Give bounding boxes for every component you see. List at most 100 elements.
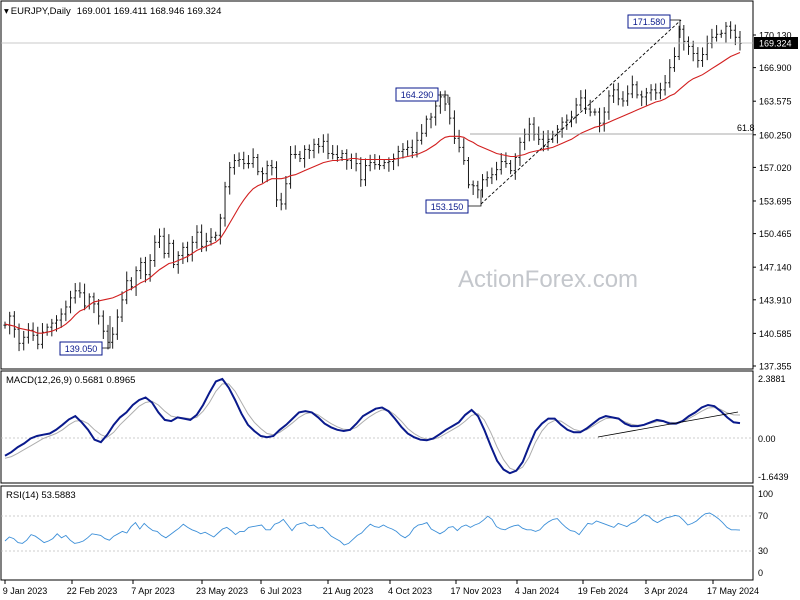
price-bar <box>457 129 461 153</box>
price-tick-label: 166.900 <box>759 63 792 73</box>
price-bar <box>214 231 218 241</box>
price-tick-label: 147.140 <box>759 263 792 273</box>
price-bar <box>78 282 82 298</box>
price-bar <box>471 180 475 195</box>
svg-text:-1.6439: -1.6439 <box>758 472 789 482</box>
price-bar <box>611 83 616 103</box>
price-bar <box>434 101 438 126</box>
time-tick-label: 4 Jan 2024 <box>515 586 560 596</box>
price-bar <box>654 83 658 100</box>
time-tick-label: 21 Aug 2023 <box>323 586 374 596</box>
price-bar <box>724 21 728 43</box>
price-tick-label: 140.585 <box>759 329 792 339</box>
price-bar <box>429 112 433 129</box>
chart-ohlc: 169.001 169.411 168.946 169.324 <box>77 6 222 17</box>
price-bar <box>626 85 630 106</box>
price-tick-label: 157.020 <box>759 163 792 173</box>
time-tick-label: 23 May 2023 <box>196 586 248 596</box>
current-price-tag: 169.324 <box>754 37 798 49</box>
price-bar <box>223 181 227 227</box>
price-bar <box>644 87 648 106</box>
price-bar <box>36 326 40 350</box>
price-tick-label: 163.575 <box>759 97 792 107</box>
chart-header-triangle: ▾ <box>4 6 9 17</box>
time-tick-label: 17 May 2024 <box>707 586 759 596</box>
price-bar <box>480 174 485 198</box>
price-bar <box>321 134 325 153</box>
price-bar <box>251 148 255 168</box>
price-bar <box>232 154 236 175</box>
macd-label: MACD(12,26,9) 0.5681 0.8965 <box>6 375 135 386</box>
price-bar <box>260 167 265 183</box>
price-bar <box>494 161 499 181</box>
price-tick-label: 160.250 <box>759 130 792 140</box>
price-bar <box>317 138 321 154</box>
rally-trendline <box>480 19 682 205</box>
price-bar <box>700 47 705 67</box>
price-bar <box>415 131 419 158</box>
macd-panel: MACD(12,26,9) 0.5681 0.8965 <box>0 370 754 484</box>
price-bar <box>691 40 695 62</box>
time-tick-label: 17 Nov 2023 <box>450 586 501 596</box>
price-bar <box>200 224 204 253</box>
price-bar <box>157 228 162 248</box>
svg-text:164.290: 164.290 <box>401 90 434 100</box>
price-bar <box>284 175 288 210</box>
price-bar <box>274 161 279 207</box>
price-bar <box>279 192 283 211</box>
price-bar <box>607 90 611 120</box>
price-bar <box>579 90 583 111</box>
price-bar <box>246 155 251 169</box>
price-bar <box>597 107 602 133</box>
svg-text:153.150: 153.150 <box>431 202 464 212</box>
annotation-high-164290: 164.290 <box>395 87 449 103</box>
watermark: ActionForex.com <box>458 266 638 293</box>
price-bar <box>696 47 700 68</box>
rsi-label: RSI(14) 53.5883 <box>6 490 76 501</box>
price-bar <box>682 25 686 51</box>
price-bar <box>729 21 733 39</box>
time-axis: 9 Jan 2023 22 Feb 2023 7 Apr 2023 23 May 20… <box>3 580 759 596</box>
price-bar <box>373 154 377 170</box>
svg-text:30: 30 <box>758 546 768 556</box>
price-bar <box>162 227 166 259</box>
svg-text:100: 100 <box>758 489 773 499</box>
price-panel: ActionForex.com 61.8 139.050 164.290 153… <box>0 0 755 370</box>
price-bar <box>719 29 723 38</box>
price-bar <box>270 159 274 176</box>
price-bar <box>406 140 410 156</box>
price-bar <box>303 145 307 168</box>
price-bar <box>129 277 134 291</box>
price-bar <box>288 145 293 189</box>
price-bar <box>167 234 171 258</box>
price-bar <box>331 144 335 160</box>
annotation-low-153150: 153.150 <box>425 190 482 214</box>
price-bar <box>420 124 424 145</box>
price-bar <box>672 47 677 72</box>
price-bar <box>312 138 316 159</box>
price-tick-label: 137.355 <box>759 362 792 372</box>
price-bar <box>92 292 96 314</box>
price-tick-label: 150.465 <box>759 229 792 239</box>
price-bar <box>621 91 625 107</box>
price-bar <box>462 138 466 165</box>
rsi-axis: 100 70 30 0 <box>758 489 773 578</box>
price-bar <box>443 90 447 112</box>
time-tick-label: 22 Feb 2023 <box>67 586 118 596</box>
price-bar <box>649 84 653 101</box>
price-bar <box>588 99 592 117</box>
price-bar <box>368 154 372 172</box>
rsi-panel: RSI(14) 53.5883 <box>0 485 754 581</box>
price-bar <box>3 321 7 329</box>
price-bar <box>64 300 68 322</box>
price-bar <box>359 157 363 187</box>
svg-text:171.580: 171.580 <box>633 17 666 27</box>
price-bar <box>242 151 246 170</box>
price-bar <box>298 150 302 163</box>
svg-text:2.3881: 2.3881 <box>758 374 786 384</box>
price-bar <box>382 159 386 170</box>
price-bar <box>22 330 26 351</box>
price-bar <box>363 158 368 187</box>
price-bar <box>120 291 124 323</box>
